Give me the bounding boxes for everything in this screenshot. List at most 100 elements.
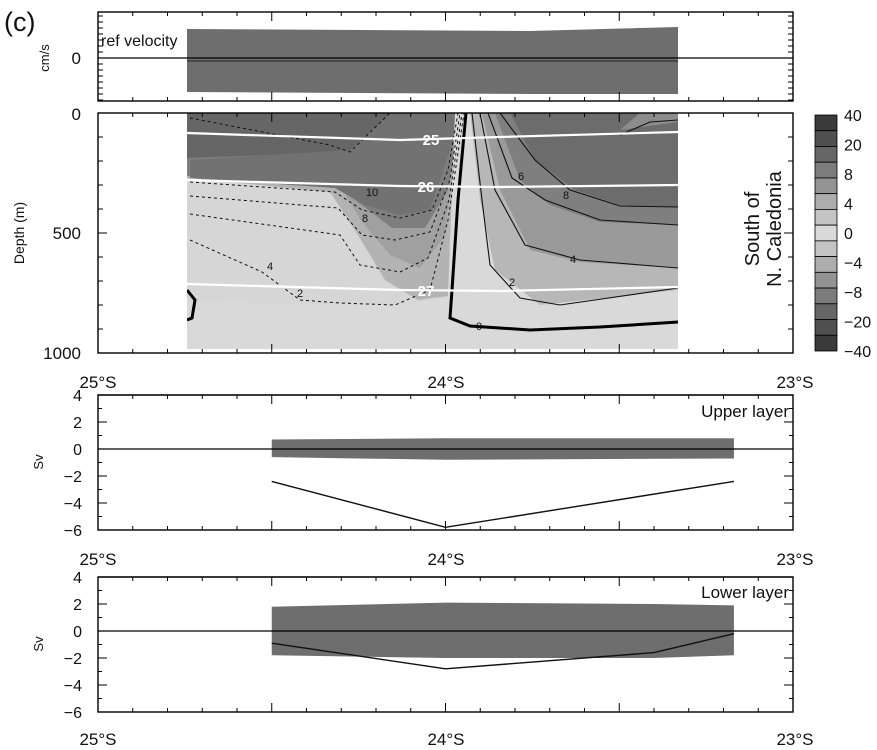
colorbar-box — [814, 240, 838, 258]
lower-layer-label: Lower layer — [701, 583, 789, 602]
contour-neg8 — [189, 113, 459, 219]
lower-xtick-24s: 24°S — [427, 730, 464, 749]
contour-label-neg4: 4 — [267, 261, 273, 273]
colorbar-title-line2: N. Caledonia — [764, 170, 786, 287]
colorbar-box — [814, 256, 838, 273]
upper-ytick-label: −2 — [64, 469, 82, 486]
lower-ytick-label: −6 — [64, 705, 82, 722]
colorbar-level-label: −20 — [844, 315, 871, 332]
isopycnal-27 — [187, 282, 678, 293]
colorbar-box — [814, 334, 838, 352]
colorbar-level-label: −8 — [844, 285, 862, 302]
depth-xtick-24s: 24°S — [427, 373, 464, 392]
lower-ytick-label: −4 — [64, 678, 82, 695]
colorbar-box — [814, 287, 838, 305]
ref-velocity-ytick-0: 0 — [72, 49, 81, 68]
upper-xtick-24s: 24°S — [427, 550, 464, 569]
upper-layer-label: Upper layer — [701, 402, 789, 421]
contour-zero — [448, 113, 678, 332]
contour-pos6 — [487, 113, 678, 226]
upper-ytick-label: −4 — [64, 496, 82, 513]
lower-layer-transport-line — [271, 633, 735, 670]
fill-level-pos-top — [620, 113, 678, 130]
upper-ytick-label: 2 — [73, 415, 82, 432]
isopycnal-26 — [187, 178, 678, 189]
colorbar-level-label: 8 — [844, 167, 853, 184]
depth-ytick-0: 0 — [72, 105, 81, 124]
upper-layer-transport-line — [271, 480, 735, 529]
colorbar-box — [814, 177, 838, 195]
contour-pos4 — [479, 113, 678, 269]
colorbar-box — [814, 319, 838, 336]
upper-ytick-label: 4 — [73, 388, 82, 405]
colorbar-boxes — [814, 114, 838, 352]
colorbar-box — [814, 208, 838, 226]
contour-pos8 — [499, 113, 678, 208]
lower-ytick-label: 0 — [73, 624, 82, 641]
isopycnal-label-25: 25 — [423, 132, 440, 149]
contour-label-pos2: 2 — [509, 277, 515, 289]
ref-velocity-label: ref velocity — [101, 33, 177, 50]
colorbar-box — [814, 114, 838, 132]
ref-velocity-ylabel: cm/s — [37, 44, 52, 72]
upper-ytick-label: 0 — [73, 442, 82, 459]
colorbar-level-label: 40 — [844, 108, 862, 125]
panel-label: (c) — [4, 7, 35, 37]
upper-xtick-25s: 25°S — [79, 550, 116, 569]
upper-layer-panel: Upper layer Sv 4 2 0 −2 −4 −6 25°S 24°S 23°S — [31, 388, 814, 569]
upper-layer-ytick-labels: 4 2 0 −2 −4 −6 — [64, 388, 82, 540]
depth-xtick-25s: 25°S — [79, 373, 116, 392]
lower-ytick-label: 2 — [73, 597, 82, 614]
contour-label-neg10: 10 — [366, 187, 378, 199]
contour-label-pos6: 6 — [518, 171, 524, 183]
contour-label-pos4: 4 — [570, 254, 576, 266]
ref-velocity-panel: ref velocity cm/s 0 — [37, 11, 794, 102]
upper-layer-ylabel: Sv — [31, 454, 46, 470]
contour-neg4 — [189, 113, 463, 273]
upper-xtick-23s: 23°S — [776, 550, 813, 569]
colorbar-level-label: 0 — [844, 226, 853, 243]
colorbar-box — [814, 146, 838, 163]
colorbar-box — [814, 303, 838, 320]
depth-ylabel: Depth (m) — [11, 202, 27, 264]
upper-layer-frame — [97, 394, 794, 531]
contour-label-neg8: 8 — [362, 213, 368, 225]
contour-label-pos8: 8 — [563, 190, 569, 202]
ref-velocity-ticks — [97, 12, 793, 101]
colorbar-box — [814, 224, 838, 242]
lower-layer-ticks — [97, 576, 793, 713]
lower-layer-ytick-labels: 4 2 0 −2 −4 −6 — [64, 570, 82, 722]
colorbar-box — [814, 130, 838, 147]
colorbar-box — [814, 193, 838, 210]
lower-layer-panel: Lower layer Sv 4 2 0 −2 −4 −6 25°S 24°S 23°S — [31, 570, 814, 749]
depth-section-panel: 25 26 27 10 8 4 2 0 2 4 6 8 Depth (m) 0 … — [11, 105, 814, 392]
fill-level-neg10-lower — [190, 113, 460, 215]
lower-xtick-25s: 25°S — [79, 730, 116, 749]
isopycnal-25 — [187, 130, 678, 142]
colorbar-level-label: −40 — [844, 344, 871, 361]
colorbar-level-label: 4 — [844, 197, 853, 214]
isopycnal-label-26: 26 — [418, 179, 435, 196]
upper-layer-ticks — [97, 394, 793, 531]
depth-ytick-1000: 1000 — [43, 344, 81, 363]
contour-label-zero: 0 — [476, 321, 482, 333]
lower-ytick-label: 4 — [73, 570, 82, 587]
depth-xtick-23s: 23°S — [776, 373, 813, 392]
colorbar-title-line1: South of — [742, 191, 764, 266]
colorbar-box — [814, 271, 838, 289]
contour-neg2 — [189, 113, 465, 306]
contour-label-neg2: 2 — [297, 288, 303, 300]
colorbar-level-label: −4 — [844, 256, 862, 273]
upper-ytick-label: −6 — [64, 523, 82, 540]
contour-pos-top — [619, 119, 678, 136]
isopycnal-label-27: 27 — [418, 283, 435, 300]
lower-xtick-23s: 23°S — [776, 730, 813, 749]
lower-layer-ylabel: Sv — [31, 636, 46, 652]
contour-neg6 — [189, 113, 461, 241]
depth-ytick-500: 500 — [53, 224, 81, 243]
colorbar-box — [814, 161, 838, 179]
colorbar-level-label: 20 — [844, 138, 862, 155]
